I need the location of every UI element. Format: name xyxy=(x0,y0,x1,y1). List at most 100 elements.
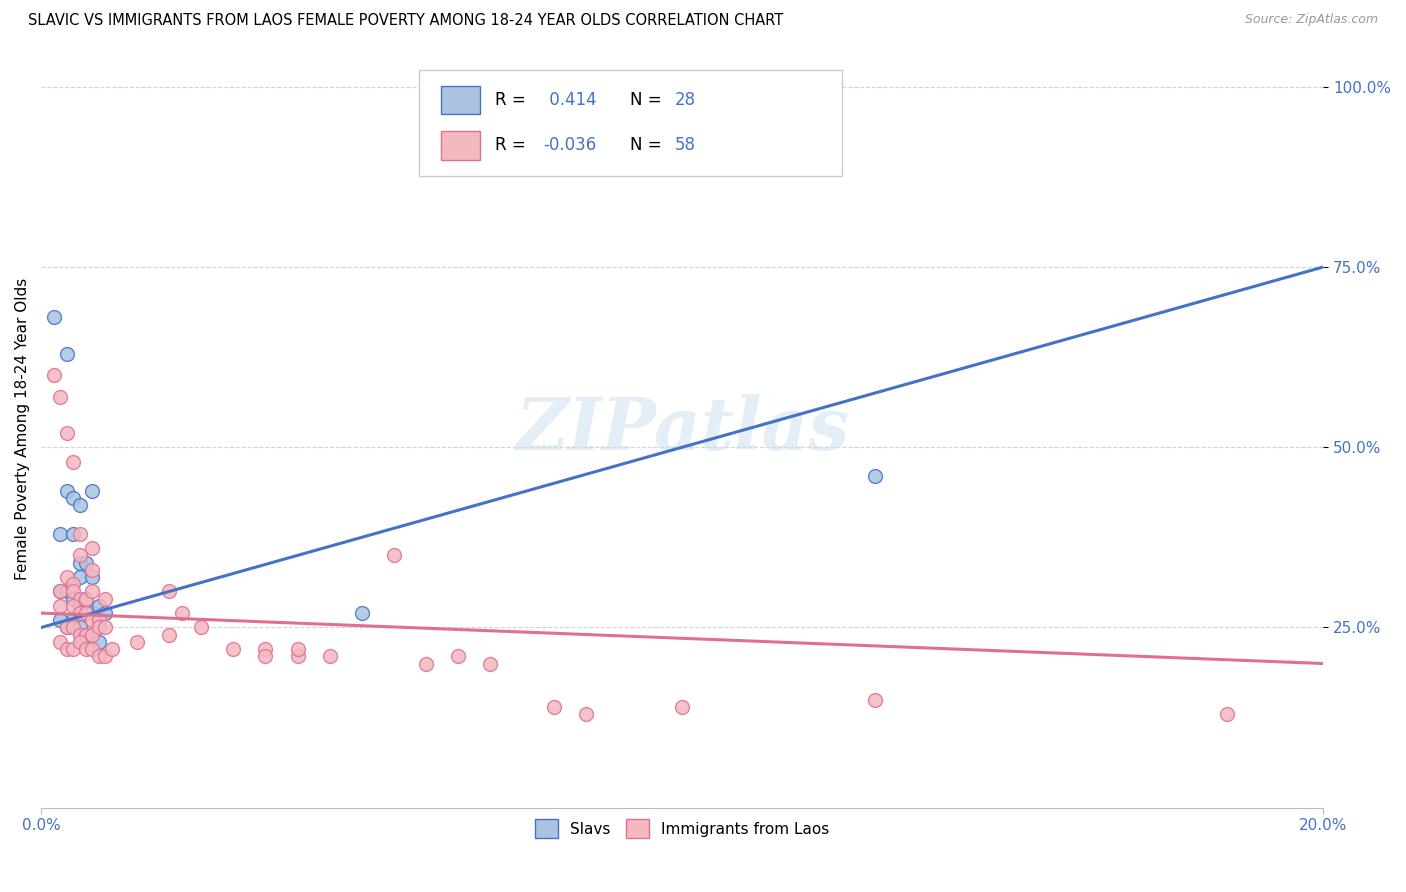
Point xyxy=(82,570,104,584)
Point xyxy=(42,310,65,325)
Point xyxy=(55,483,77,498)
Point xyxy=(127,635,149,649)
Point xyxy=(69,570,91,584)
Point xyxy=(863,469,886,483)
Point xyxy=(69,606,91,620)
Point xyxy=(49,599,72,613)
Point xyxy=(75,628,97,642)
Point xyxy=(49,584,72,599)
Point xyxy=(94,649,117,664)
Point xyxy=(87,620,110,634)
Point xyxy=(82,541,104,556)
Point xyxy=(55,425,77,440)
Point xyxy=(82,483,104,498)
Legend: Slavs, Immigrants from Laos: Slavs, Immigrants from Laos xyxy=(527,812,837,846)
Point xyxy=(62,584,84,599)
Bar xyxy=(441,86,479,114)
Point xyxy=(62,599,84,613)
Text: R =: R = xyxy=(495,136,531,154)
Text: N =: N = xyxy=(630,136,666,154)
Point xyxy=(49,526,72,541)
Point xyxy=(863,692,886,706)
Point xyxy=(62,455,84,469)
Point xyxy=(49,584,72,599)
Text: R =: R = xyxy=(495,91,531,109)
Point xyxy=(69,526,91,541)
Point xyxy=(55,642,77,657)
Point xyxy=(318,649,340,664)
Point xyxy=(62,642,84,657)
Y-axis label: Female Poverty Among 18-24 Year Olds: Female Poverty Among 18-24 Year Olds xyxy=(15,278,30,581)
Point xyxy=(287,649,309,664)
Point xyxy=(75,556,97,570)
Point xyxy=(55,620,77,634)
Point xyxy=(87,613,110,627)
Point xyxy=(82,642,104,657)
Point xyxy=(447,649,470,664)
Point xyxy=(69,599,91,613)
Point xyxy=(69,620,91,634)
Point xyxy=(55,584,77,599)
Point xyxy=(62,491,84,505)
Point xyxy=(1216,706,1239,721)
Point xyxy=(42,368,65,383)
Point xyxy=(287,642,309,657)
Point xyxy=(87,635,110,649)
Point xyxy=(543,699,565,714)
Point xyxy=(671,699,693,714)
Point xyxy=(62,526,84,541)
Point xyxy=(62,613,84,627)
Bar xyxy=(441,131,479,160)
Point xyxy=(69,549,91,563)
Point xyxy=(82,563,104,577)
Text: 28: 28 xyxy=(675,91,696,109)
Point xyxy=(157,628,180,642)
Point xyxy=(350,606,373,620)
Point xyxy=(157,584,180,599)
Point xyxy=(82,606,104,620)
Point xyxy=(87,599,110,613)
Point xyxy=(94,591,117,606)
Point xyxy=(69,635,91,649)
Point xyxy=(69,628,91,642)
Point xyxy=(49,635,72,649)
Point xyxy=(172,606,194,620)
Text: ZIPatlas: ZIPatlas xyxy=(515,393,849,465)
Point xyxy=(62,577,84,591)
Point xyxy=(69,498,91,512)
Point xyxy=(82,584,104,599)
FancyBboxPatch shape xyxy=(419,70,842,176)
Point xyxy=(55,570,77,584)
Point xyxy=(82,613,104,627)
Text: SLAVIC VS IMMIGRANTS FROM LAOS FEMALE POVERTY AMONG 18-24 YEAR OLDS CORRELATION : SLAVIC VS IMMIGRANTS FROM LAOS FEMALE PO… xyxy=(28,13,783,29)
Point xyxy=(82,628,104,642)
Point xyxy=(69,591,91,606)
Point xyxy=(55,346,77,360)
Point xyxy=(75,642,97,657)
Point xyxy=(75,606,97,620)
Point xyxy=(62,591,84,606)
Point xyxy=(190,620,212,634)
Point xyxy=(49,390,72,404)
Text: N =: N = xyxy=(630,91,666,109)
Point xyxy=(575,706,598,721)
Point xyxy=(222,642,245,657)
Text: -0.036: -0.036 xyxy=(544,136,598,154)
Point xyxy=(100,642,122,657)
Point xyxy=(94,620,117,634)
Point xyxy=(75,628,97,642)
Point xyxy=(55,620,77,634)
Point xyxy=(75,591,97,606)
Point xyxy=(75,591,97,606)
Point xyxy=(62,620,84,634)
Point xyxy=(254,649,277,664)
Point xyxy=(94,606,117,620)
Point xyxy=(87,649,110,664)
Point xyxy=(415,657,437,671)
Text: 58: 58 xyxy=(675,136,696,154)
Text: 0.414: 0.414 xyxy=(544,91,596,109)
Point xyxy=(49,613,72,627)
Text: Source: ZipAtlas.com: Source: ZipAtlas.com xyxy=(1244,13,1378,27)
Point xyxy=(69,556,91,570)
Point xyxy=(478,657,501,671)
